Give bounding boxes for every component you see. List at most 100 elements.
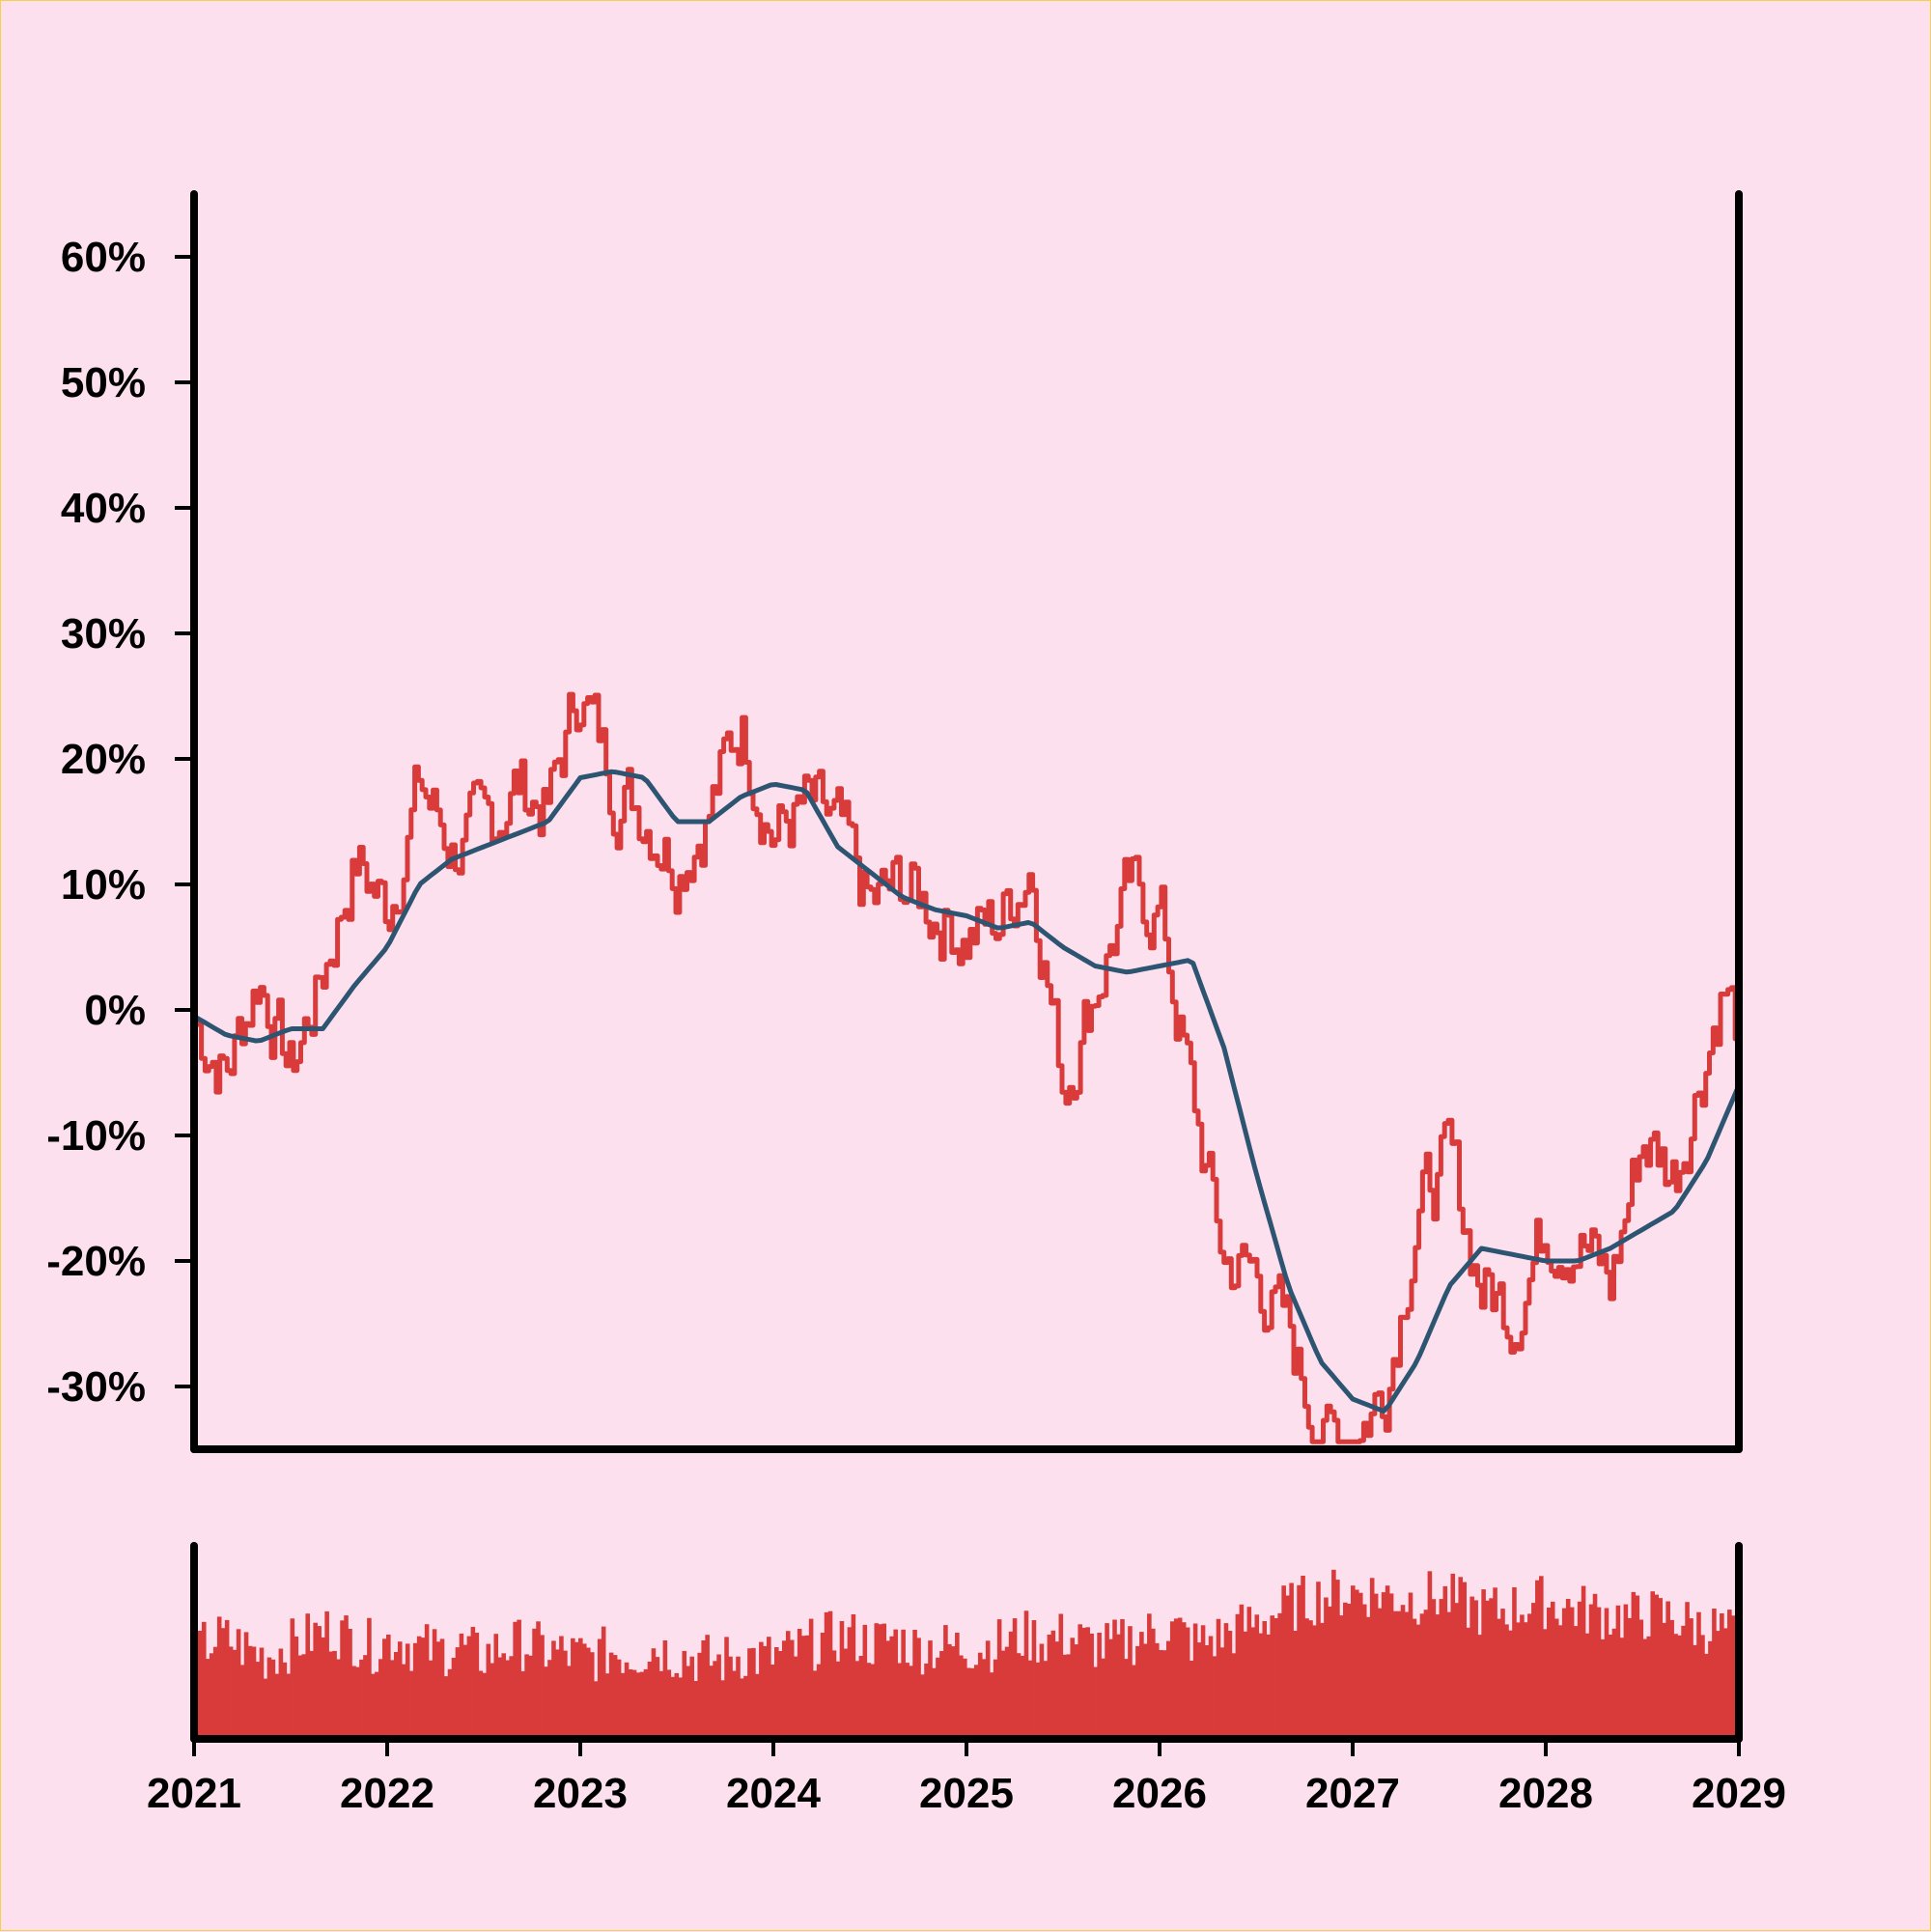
volume-bar: [1504, 1624, 1509, 1739]
volume-bar: [1116, 1634, 1121, 1739]
volume-bar: [797, 1629, 802, 1739]
volume-bar: [324, 1610, 329, 1739]
volume-bar: [732, 1670, 737, 1739]
volume-bar: [1335, 1580, 1340, 1739]
y-tick-label: 60%: [61, 234, 146, 281]
volume-bar: [1093, 1666, 1098, 1739]
volume-bar: [1553, 1618, 1559, 1739]
volume-bar: [1462, 1582, 1467, 1739]
volume-bar: [858, 1656, 864, 1739]
volume-bar: [882, 1623, 887, 1739]
volume-bar: [294, 1636, 299, 1739]
volume-bar: [1619, 1638, 1625, 1739]
volume-bar: [1147, 1613, 1152, 1739]
volume-bar: [1720, 1613, 1724, 1739]
volume-bar: [585, 1647, 591, 1739]
volume-bar: [1328, 1606, 1332, 1739]
volume-bar: [1196, 1642, 1202, 1739]
volume-bar: [1638, 1619, 1644, 1739]
volume-bar: [831, 1650, 837, 1739]
volume-bar: [1627, 1617, 1633, 1739]
volume-bar: [959, 1655, 964, 1739]
volume-bar: [1177, 1617, 1183, 1739]
volume-bar: [1077, 1624, 1082, 1739]
volume-bar: [239, 1665, 245, 1739]
volume-bar: [924, 1663, 929, 1739]
volume-bar: [1200, 1625, 1206, 1739]
volume-bar: [1600, 1638, 1606, 1739]
volume-bar: [916, 1638, 921, 1739]
volume-bar: [247, 1645, 253, 1739]
volume-bar: [1485, 1600, 1490, 1739]
volume-bar: [716, 1654, 721, 1739]
volume-bar: [1604, 1608, 1609, 1739]
volume-bar: [1081, 1627, 1086, 1739]
volume-bar: [205, 1659, 210, 1739]
volume-bar: [1361, 1604, 1367, 1739]
volume-bar: [631, 1669, 637, 1739]
volume-bar: [420, 1638, 426, 1739]
volume-bar: [1404, 1611, 1410, 1739]
volume-bar: [951, 1646, 956, 1739]
volume-bar: [1239, 1604, 1245, 1739]
volume-bar: [1712, 1609, 1717, 1739]
moving-average-line: [191, 769, 1742, 1414]
volume-bar: [616, 1659, 622, 1739]
volume-bar: [1105, 1623, 1109, 1739]
volume-bar: [309, 1650, 314, 1739]
volume-bar: [1135, 1645, 1140, 1739]
volume-bar: [251, 1646, 257, 1739]
volume-bar: [1546, 1608, 1552, 1739]
volume-bar: [847, 1627, 853, 1739]
volume-bar: [800, 1636, 806, 1739]
volume-bar: [601, 1626, 606, 1739]
volume-bar: [1139, 1632, 1144, 1739]
volume-bar: [209, 1653, 214, 1739]
x-tick-label: 2027: [1305, 1770, 1400, 1817]
volume-bar: [355, 1666, 360, 1739]
volume-bar: [1658, 1598, 1663, 1739]
volume-bar: [555, 1649, 560, 1739]
volume-bar: [216, 1616, 222, 1739]
volume-bar: [759, 1641, 764, 1739]
volume-bar: [1550, 1601, 1555, 1739]
volume-bar: [290, 1618, 295, 1739]
volume-bar: [432, 1629, 437, 1739]
volume-bar: [1557, 1625, 1563, 1739]
volume-bar: [1450, 1573, 1456, 1739]
volume-bar: [1000, 1650, 1006, 1739]
volume-bar: [724, 1637, 729, 1739]
volume-bar: [870, 1664, 876, 1739]
volume-bar: [812, 1670, 818, 1739]
volume-bar: [1312, 1625, 1317, 1739]
volume-bar: [1173, 1618, 1179, 1739]
volume-bar: [1165, 1640, 1171, 1739]
volume-bar: [678, 1677, 684, 1739]
volume-bar: [862, 1624, 868, 1739]
volume-bar: [993, 1659, 998, 1739]
volume-bar: [282, 1662, 288, 1739]
volume-bar: [1155, 1642, 1160, 1739]
volume-bar: [1169, 1621, 1175, 1739]
volume-bar: [905, 1663, 910, 1739]
volume-bar: [1151, 1628, 1156, 1739]
volume-bar: [348, 1629, 352, 1739]
volume-bar: [1608, 1635, 1613, 1739]
volume-bar: [1716, 1631, 1721, 1739]
volume-bar: [1669, 1619, 1674, 1739]
volume-bar: [375, 1671, 379, 1739]
volume-bar: [1592, 1593, 1598, 1739]
volume-bar: [1388, 1593, 1394, 1739]
volume-bar: [1112, 1619, 1117, 1739]
volume-bar: [966, 1667, 971, 1739]
y-tick-label: 20%: [61, 736, 146, 783]
volume-bar: [405, 1643, 410, 1739]
volume-bar: [651, 1648, 657, 1739]
volume-bar: [367, 1617, 372, 1739]
volume-bar: [804, 1635, 810, 1739]
x-tick-label: 2028: [1498, 1770, 1593, 1817]
volume-bar: [670, 1676, 676, 1739]
volume-bar: [1412, 1618, 1417, 1739]
volume-bar: [897, 1663, 902, 1739]
volume-bar: [1089, 1633, 1094, 1739]
